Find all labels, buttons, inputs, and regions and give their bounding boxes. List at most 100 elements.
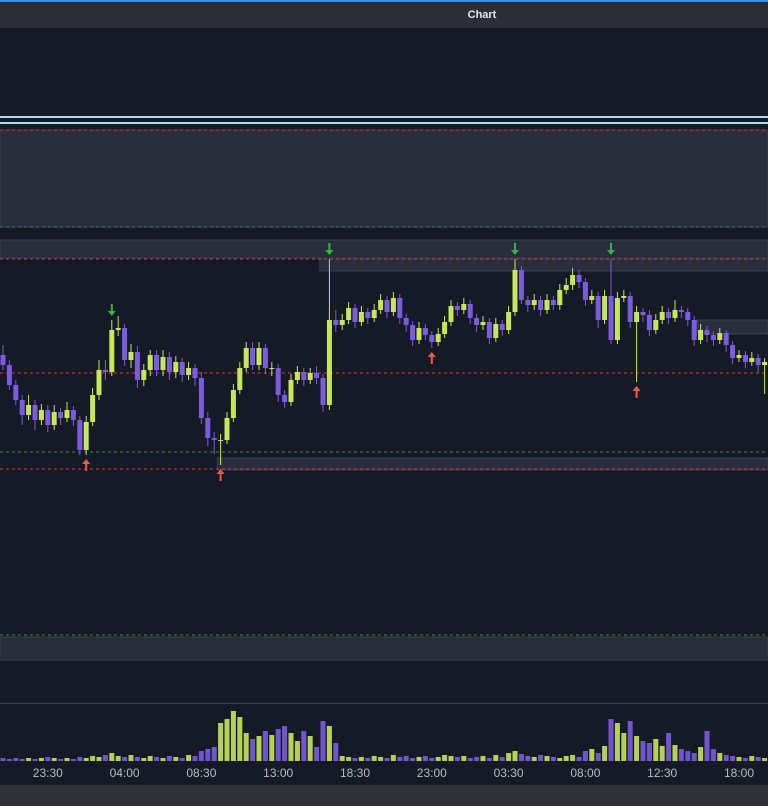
volume-bar	[390, 755, 396, 761]
volume-bar	[621, 733, 627, 761]
candle-body	[467, 304, 473, 318]
volume-bar	[762, 758, 768, 761]
candle-body	[358, 312, 364, 322]
volume-bar	[26, 758, 32, 761]
candle-body	[602, 296, 608, 320]
candle-body	[544, 300, 550, 310]
volume-bar	[550, 757, 556, 761]
volume-bar	[506, 753, 512, 761]
volume-bar	[672, 745, 678, 761]
x-tick-label: 18:30	[340, 766, 370, 780]
volume-bar	[179, 758, 185, 761]
volume-bar	[211, 747, 217, 761]
candle-body	[480, 322, 486, 325]
signal-arrow	[607, 243, 615, 255]
volume-bar	[531, 757, 537, 761]
zone	[696, 319, 768, 335]
volume-bar	[691, 753, 697, 761]
volume-bar	[333, 743, 339, 761]
candle-body	[288, 380, 294, 402]
candle-body	[717, 333, 723, 340]
volume-bar	[307, 736, 313, 761]
candle-body	[557, 290, 563, 305]
volume-bar	[525, 756, 531, 761]
volume-bar	[730, 756, 736, 761]
volume-bar	[378, 757, 384, 761]
volume-bar	[480, 756, 486, 761]
candle-body	[134, 352, 140, 380]
candle-body	[666, 312, 672, 318]
candle-body	[243, 348, 249, 368]
candle-body	[474, 318, 480, 325]
candle-body	[147, 355, 153, 370]
candle-body	[384, 300, 390, 312]
candle-body	[115, 328, 121, 330]
volume-bar	[166, 756, 172, 761]
volume-bar	[544, 756, 550, 761]
candle-body	[576, 275, 582, 282]
candle-body	[64, 410, 70, 418]
candle-body	[96, 370, 102, 395]
volume-bar	[109, 753, 115, 761]
candle-body	[166, 357, 172, 372]
volume-bar	[467, 758, 473, 761]
candle-body	[646, 315, 652, 330]
volume-bar	[397, 757, 403, 761]
zone	[0, 129, 768, 228]
volume-bar	[230, 711, 236, 761]
candle-body	[736, 355, 742, 358]
volume-bar	[365, 758, 371, 761]
candle-body	[538, 300, 544, 310]
candle-body	[51, 412, 57, 425]
candle-body	[314, 373, 320, 378]
volume-bar	[262, 731, 268, 761]
candle-body	[230, 390, 236, 418]
candle-body	[218, 440, 224, 441]
candle-body	[19, 400, 25, 415]
volume-bar	[6, 759, 12, 761]
candle-body	[570, 275, 576, 285]
candle-body	[102, 370, 108, 372]
volume-bar	[32, 759, 38, 761]
candle-body	[589, 296, 595, 300]
candle-body	[38, 410, 44, 420]
volume-bar	[454, 757, 460, 761]
volume-bar	[224, 719, 230, 761]
candle-body	[211, 438, 217, 440]
volume-bar	[634, 736, 640, 761]
signal-arrow	[427, 352, 436, 364]
volume-bar	[326, 726, 332, 761]
volume-bar	[704, 731, 710, 761]
candle-body	[250, 348, 256, 365]
signal-arrow	[511, 243, 519, 255]
candle-body	[723, 333, 729, 345]
candle-body	[26, 405, 32, 415]
candle-body	[333, 320, 339, 325]
candle-body	[90, 395, 96, 422]
volume-bar	[70, 759, 76, 761]
candle-body	[762, 362, 768, 365]
candle-body	[582, 282, 588, 300]
volume-bar	[461, 756, 467, 761]
volume-bar	[38, 758, 44, 761]
volume-bar	[83, 758, 89, 761]
candle-body	[339, 320, 345, 325]
candle-body	[730, 345, 736, 358]
volume-bar	[576, 757, 582, 761]
volume-bar	[678, 749, 684, 761]
volume-bar	[422, 756, 428, 761]
candle-body	[691, 320, 697, 340]
title-bar	[0, 0, 768, 28]
signal-arrow	[325, 243, 334, 255]
volume-bar	[102, 755, 108, 761]
candle-body	[269, 368, 275, 369]
candle-body	[378, 300, 384, 310]
candle-body	[256, 348, 262, 365]
candle-body	[173, 362, 179, 372]
candle-body	[205, 418, 211, 438]
volume-bar	[403, 756, 409, 761]
candle-body	[678, 310, 684, 312]
volume-bar	[710, 749, 716, 761]
candle-body	[422, 328, 428, 335]
volume-bar	[314, 747, 320, 761]
